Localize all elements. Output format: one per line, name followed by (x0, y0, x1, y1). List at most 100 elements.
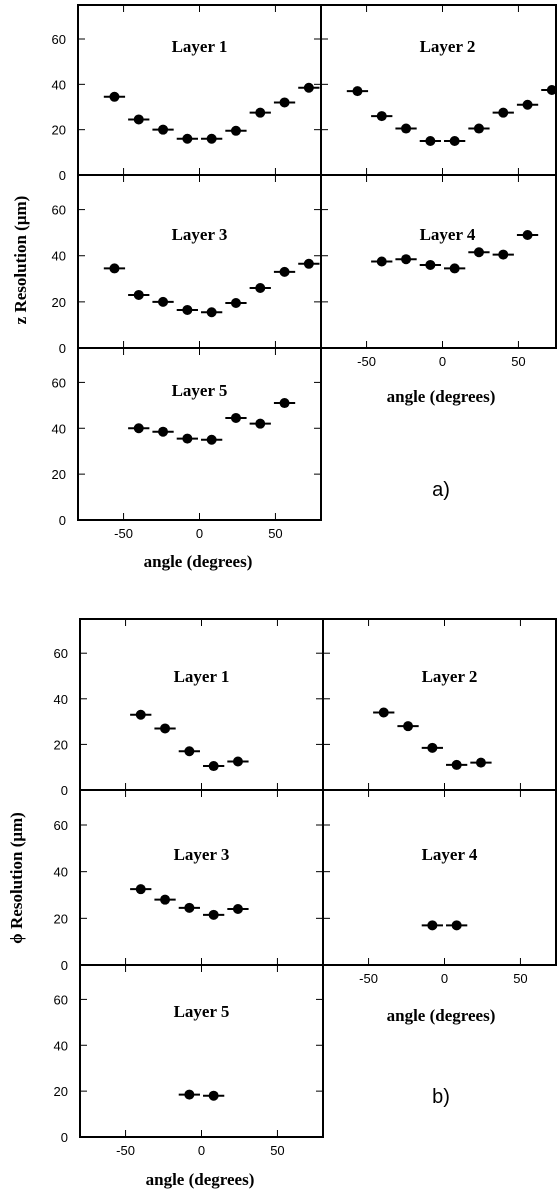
panel-title: Layer 3 (172, 225, 228, 244)
y-tick-label: 0 (59, 168, 66, 183)
data-point (303, 258, 314, 269)
panel-title: Layer 5 (174, 1002, 230, 1021)
data-point (208, 909, 219, 920)
data-point (522, 229, 533, 240)
data-point (158, 426, 169, 437)
y-tick-label: 40 (54, 865, 68, 880)
data-point (184, 902, 195, 913)
panel-frame (320, 174, 557, 349)
data-point (427, 742, 438, 753)
chart-b: 0 20 40 60 Layer 1 Layer 2 0 20 40 60 Layer 3 -50 0 5… (7, 618, 557, 1189)
panel-layer-1: 0 20 40 60 Layer 1 (54, 618, 324, 798)
y-tick-label: 20 (54, 1084, 68, 1099)
data-point (232, 904, 243, 914)
data-point (135, 884, 146, 895)
x-tick-label: 50 (513, 971, 527, 986)
figure-tag: a) (432, 479, 450, 501)
x-tick-label: -50 (114, 526, 133, 541)
x-axis-title-right: angle (degrees) (387, 387, 496, 406)
y-tick-label: 20 (52, 467, 66, 482)
x-tick-label: -50 (357, 354, 376, 369)
data-point (158, 124, 169, 135)
data-point (451, 759, 462, 770)
data-point (255, 283, 266, 294)
data-point (475, 757, 486, 768)
panel-frame (77, 347, 322, 521)
data-point (206, 133, 217, 144)
panel-title: Layer 4 (420, 225, 476, 244)
y-tick-label: 20 (54, 911, 68, 926)
data-point (135, 709, 146, 720)
data-point (352, 86, 363, 97)
x-tick-label: 50 (268, 526, 282, 541)
y-tick-label: 0 (61, 783, 68, 798)
x-tick-label: 0 (196, 526, 203, 541)
data-point (109, 263, 120, 274)
y-tick-label: 60 (54, 646, 68, 661)
data-point (206, 434, 217, 445)
x-axis-title-right: angle (degrees) (387, 1006, 496, 1025)
x-tick-label: 0 (441, 971, 448, 986)
y-tick-label: 40 (52, 249, 66, 264)
panel-layer-2: Layer 2 (320, 4, 557, 176)
data-point (208, 1090, 219, 1101)
data-point (473, 247, 484, 258)
figure-tag: b) (432, 1086, 450, 1108)
panel-frame (322, 789, 557, 966)
y-tick-label: 60 (52, 32, 66, 47)
x-tick-label: -50 (116, 1143, 135, 1158)
data-point (279, 97, 290, 108)
y-tick-label: 40 (54, 1038, 68, 1053)
data-point (427, 920, 438, 931)
y-tick-label: 60 (54, 818, 68, 833)
data-point (449, 263, 460, 274)
panel-frame (79, 964, 324, 1138)
data-point (109, 91, 120, 102)
panel-frame (79, 789, 324, 966)
data-point (184, 746, 195, 757)
panel-frame (77, 174, 322, 349)
data-point (160, 894, 171, 905)
data-point (255, 107, 266, 118)
data-point (182, 304, 193, 315)
y-tick-label: 40 (52, 421, 66, 436)
data-point (378, 707, 389, 718)
y-tick-label: 40 (54, 692, 68, 707)
y-tick-label: 20 (52, 123, 66, 138)
y-tick-label: 20 (54, 737, 68, 752)
data-point (230, 298, 241, 309)
y-tick-label: 60 (54, 992, 68, 1007)
data-point (403, 721, 414, 732)
panel-title: Layer 2 (420, 37, 476, 56)
x-axis-title-left: angle (degrees) (146, 1170, 255, 1189)
data-point (498, 249, 509, 260)
data-point (133, 289, 144, 300)
panel-frame (77, 4, 322, 176)
y-tick-label: 0 (61, 958, 68, 973)
data-point (449, 136, 460, 146)
panel-layer-3: 0 20 40 60 Layer 3 (52, 174, 322, 356)
data-point (425, 259, 436, 270)
data-point (182, 133, 193, 144)
chart-a: 0 20 40 60 Layer 1 Layer 2 0 20 40 60 Layer 3 -50 0 5… (11, 4, 557, 571)
panel-frame (322, 618, 557, 791)
panel-layer-2: Layer 2 (322, 618, 557, 791)
x-tick-label: 50 (270, 1143, 284, 1158)
data-point (230, 125, 241, 136)
y-tick-label: 0 (61, 1130, 68, 1145)
data-point (133, 114, 144, 125)
data-point (158, 296, 169, 307)
data-point (184, 1089, 195, 1100)
x-tick-label: 0 (439, 354, 446, 369)
panel-layer-5: 0 20 40 60 -50 0 50 Layer 5 (54, 964, 324, 1158)
x-tick-label: 50 (511, 354, 525, 369)
panel-layer-4: -50 0 50 Layer 4 (322, 789, 557, 986)
y-tick-label: 60 (52, 203, 66, 218)
data-point (522, 99, 533, 110)
data-point (279, 266, 290, 277)
data-point (401, 254, 412, 265)
data-point (451, 920, 462, 931)
y-axis-title: z Resolution (μm) (11, 196, 30, 325)
data-point (376, 256, 387, 267)
